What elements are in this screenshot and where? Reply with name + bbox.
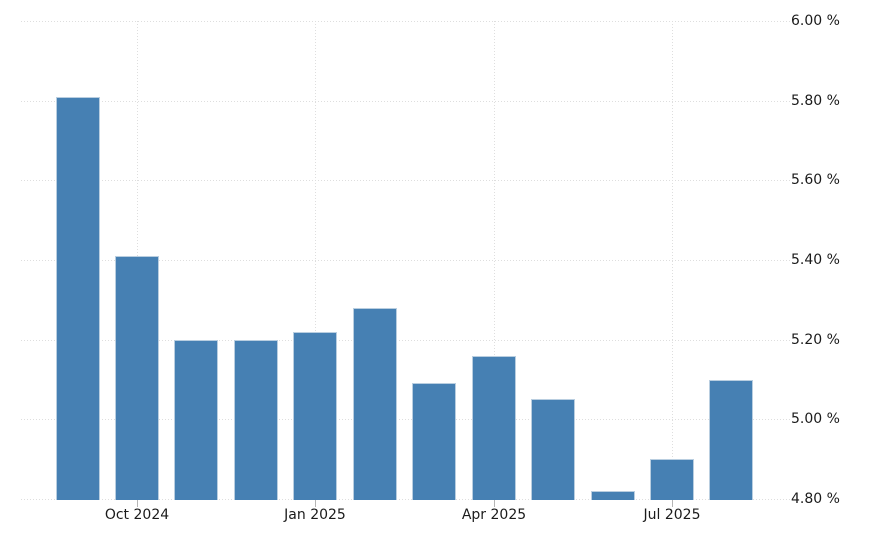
bar-jan-2025	[293, 332, 337, 500]
x-gridline-jan-2025	[315, 21, 316, 499]
bar-jul-2025	[650, 459, 694, 500]
bar-aug-2025	[709, 380, 753, 500]
bar-nov-2024	[174, 340, 218, 500]
y-tick-label: 5.80 %	[791, 93, 840, 109]
y-gridline-4.80	[21, 499, 790, 500]
bar-oct-2024	[115, 256, 159, 500]
bar-feb-2025	[353, 308, 397, 500]
y-tick-label: 4.80 %	[791, 491, 840, 507]
x-gridline-apr-2025	[494, 21, 495, 499]
bar-dec-2024	[234, 340, 278, 500]
x-gridline-jul-2025	[672, 21, 673, 499]
bar-mar-2025	[412, 383, 456, 500]
x-tick-label: Apr 2025	[461, 507, 527, 523]
bar-apr-2025	[472, 356, 516, 500]
x-axis-tick	[315, 500, 316, 507]
y-gridline-5.60	[21, 180, 790, 181]
y-tick-label: 5.60 %	[791, 172, 840, 188]
y-tick-label: 5.20 %	[791, 332, 840, 348]
bar-jun-2025	[591, 491, 635, 500]
x-axis-tick	[137, 500, 138, 507]
x-axis-tick	[672, 500, 673, 507]
x-tick-label: Jan 2025	[284, 507, 346, 523]
y-tick-label: 6.00 %	[791, 13, 840, 29]
y-tick-label: 5.40 %	[791, 252, 840, 268]
y-gridline-5.40	[21, 260, 790, 261]
plot-area	[21, 21, 790, 500]
y-gridline-5.80	[21, 101, 790, 102]
bar-may-2025	[531, 399, 575, 500]
y-gridline-5.00	[21, 419, 790, 420]
y-gridline-6.00	[21, 21, 790, 22]
x-tick-label: Oct 2024	[104, 507, 170, 523]
x-tick-label: Jul 2025	[643, 507, 701, 523]
y-tick-label: 5.00 %	[791, 411, 840, 427]
x-axis-tick	[494, 500, 495, 507]
y-gridline-5.20	[21, 340, 790, 341]
bar-sep-2024	[56, 97, 100, 500]
